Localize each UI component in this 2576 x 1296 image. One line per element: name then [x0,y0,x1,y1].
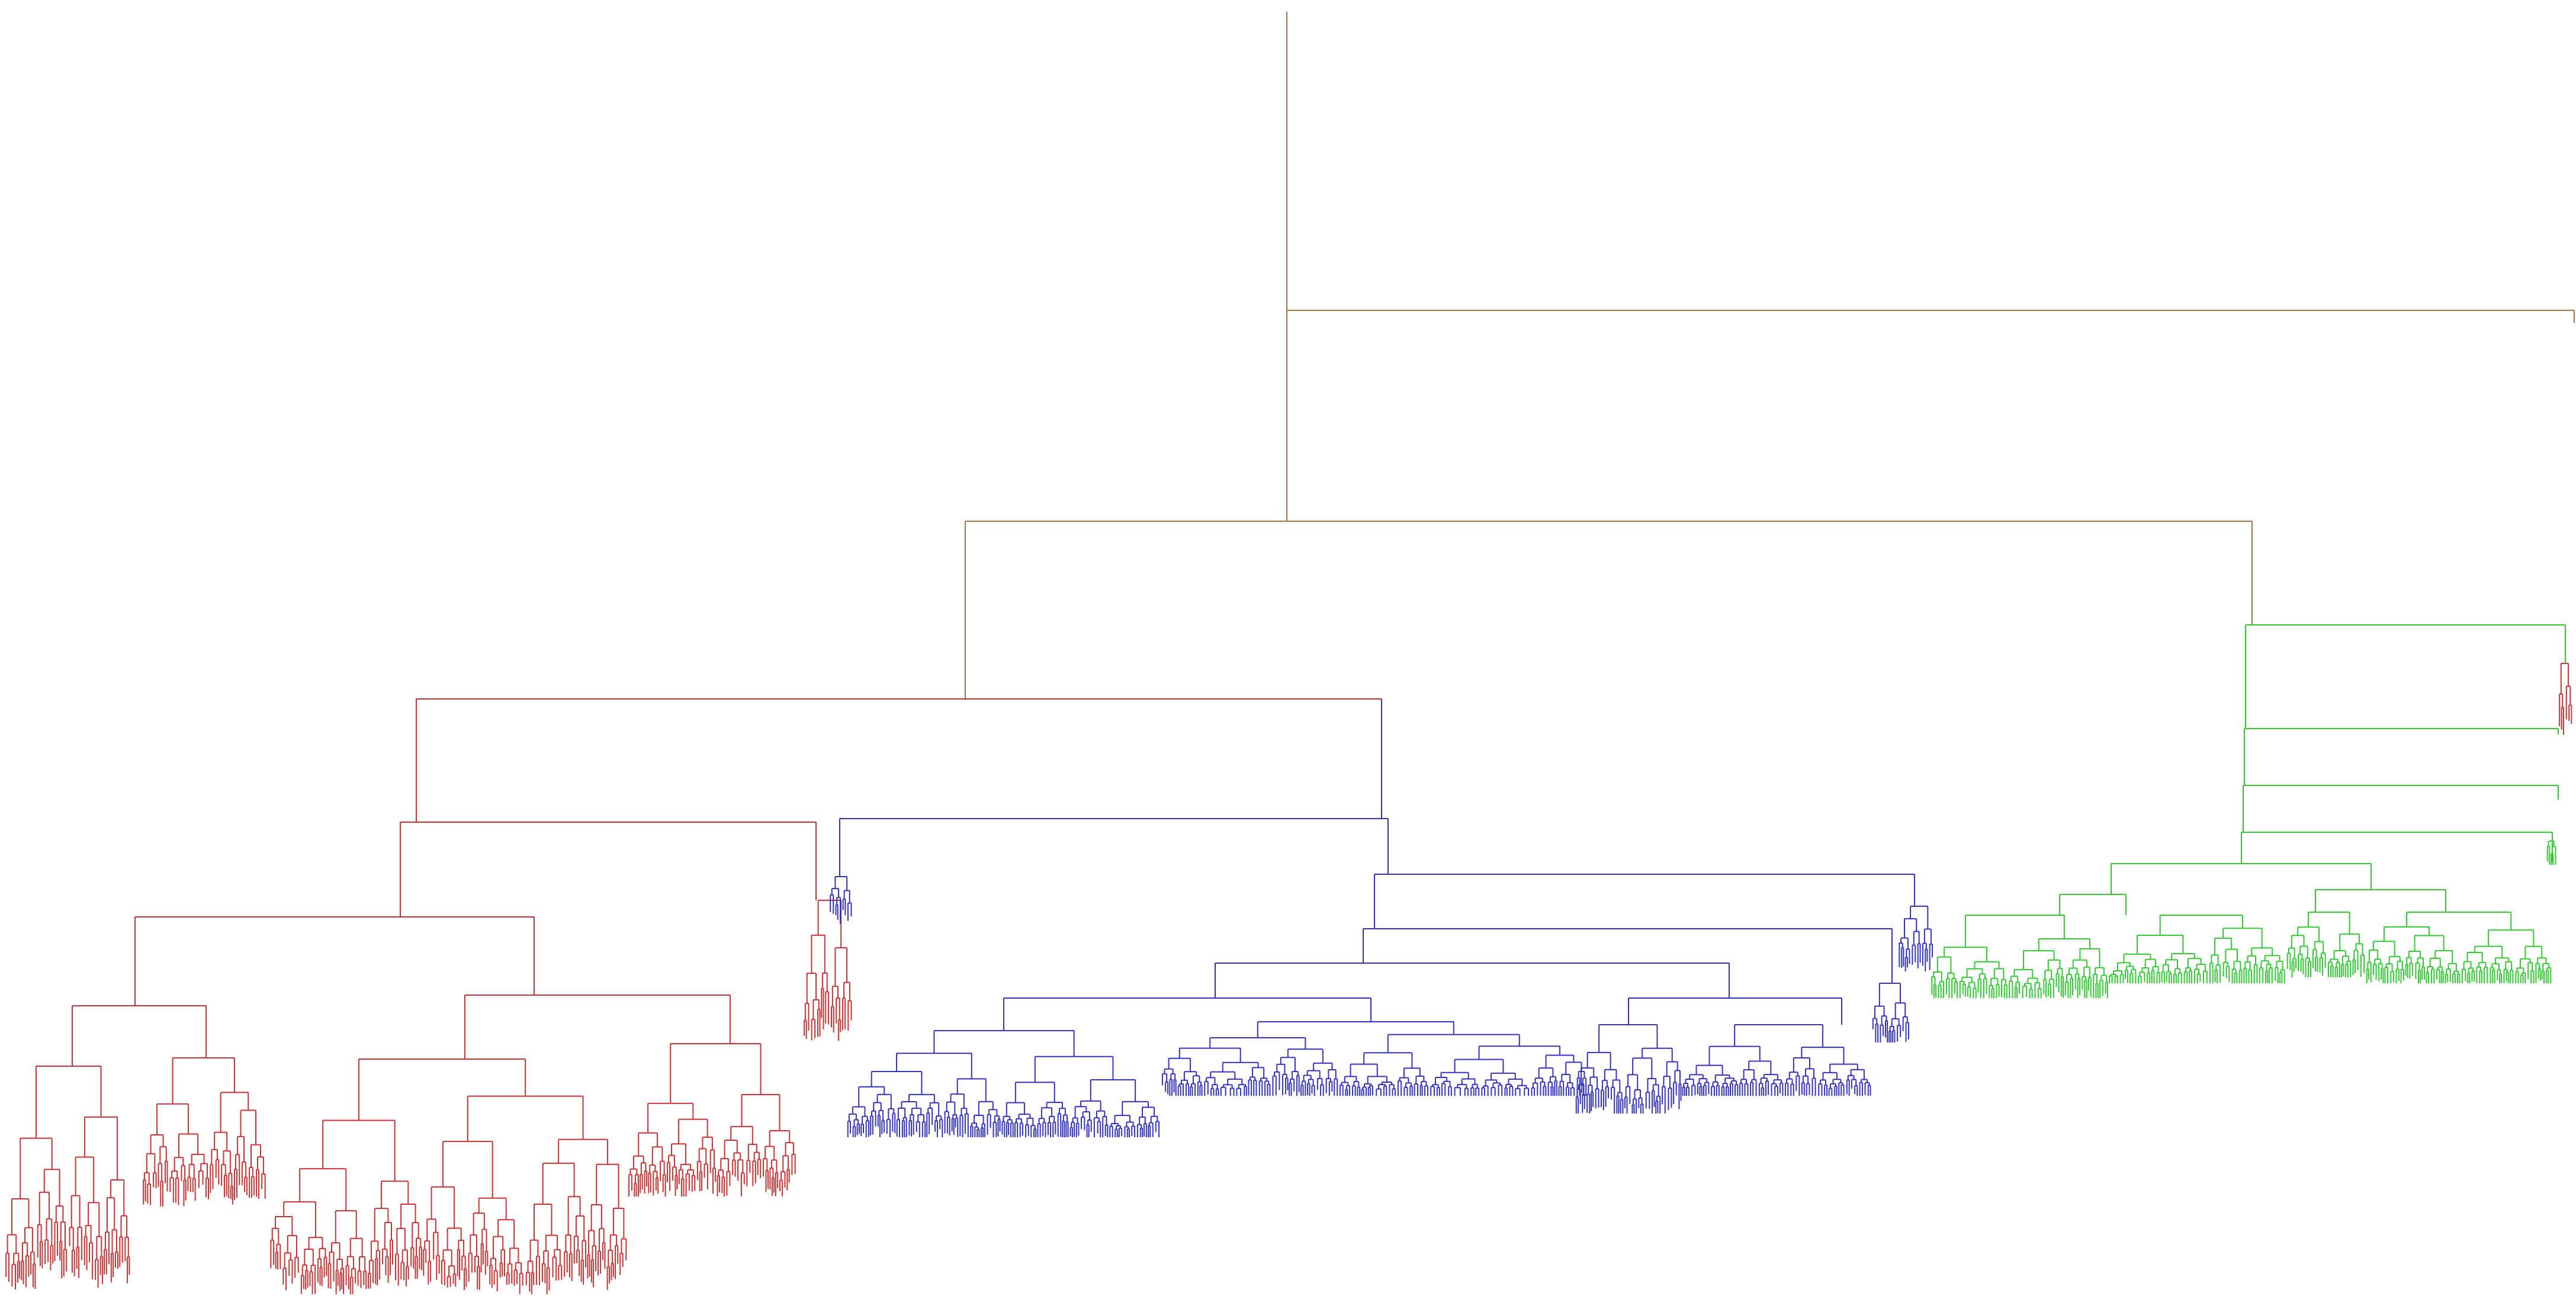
root-links [965,12,2575,699]
red-cluster [5,663,2572,1294]
green-cluster [1931,624,2566,998]
blue-cluster [830,699,1933,1137]
